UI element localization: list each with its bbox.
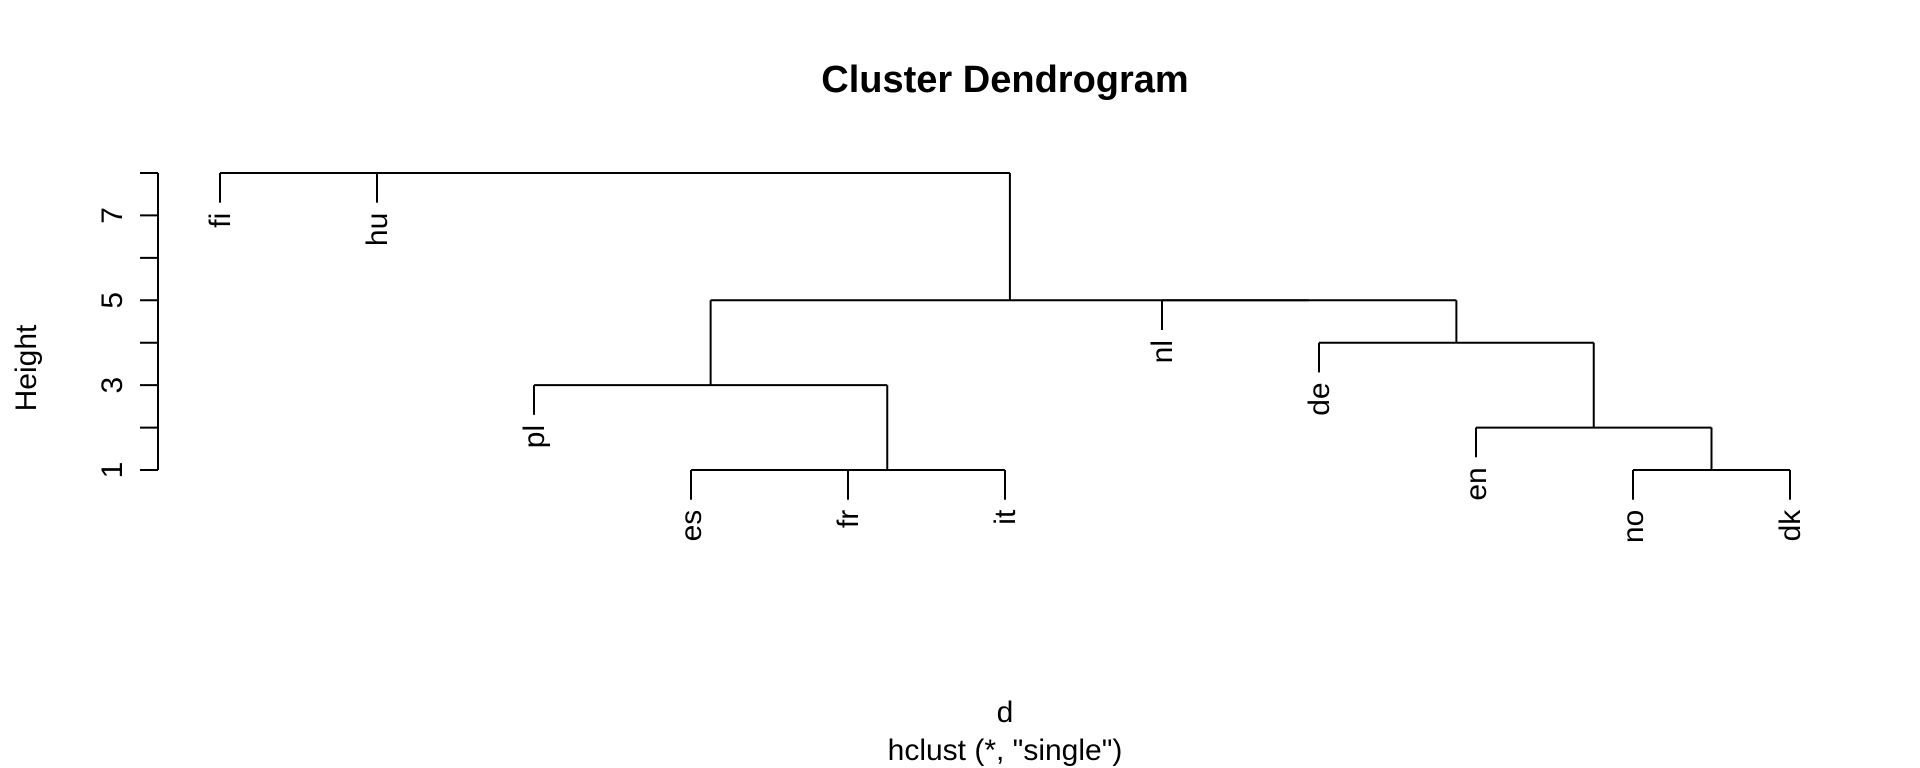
chart-title: Cluster Dendrogram [821,59,1188,101]
leaf-labels: fi hu pl es fr it nl de en no dk [204,213,1807,543]
chart-subtitle: hclust (*, "single") [888,734,1123,767]
leaf-label-dk: dk [1774,509,1807,542]
leaf-label-hu: hu [361,213,394,246]
dendrogram-tree [219,172,1791,500]
y-tick-label: 5 [96,292,129,309]
leaf-label-nl: nl [1146,340,1179,363]
leaf-label-no: no [1617,510,1650,543]
y-tick-label: 3 [96,377,129,394]
leaf-label-fr: fr [832,510,865,528]
y-axis-label: Height [10,324,43,411]
leaf-label-es: es [675,510,708,542]
y-tick-label: 1 [96,462,129,479]
y-axis: 1 3 5 7 [96,172,159,479]
leaf-label-fi: fi [204,213,237,228]
leaf-label-it: it [989,509,1022,525]
leaf-label-de: de [1303,382,1336,415]
leaf-label-pl: pl [518,425,551,448]
y-tick-label: 7 [96,207,129,224]
x-axis-label: d [997,696,1014,729]
leaf-label-en: en [1460,467,1493,500]
